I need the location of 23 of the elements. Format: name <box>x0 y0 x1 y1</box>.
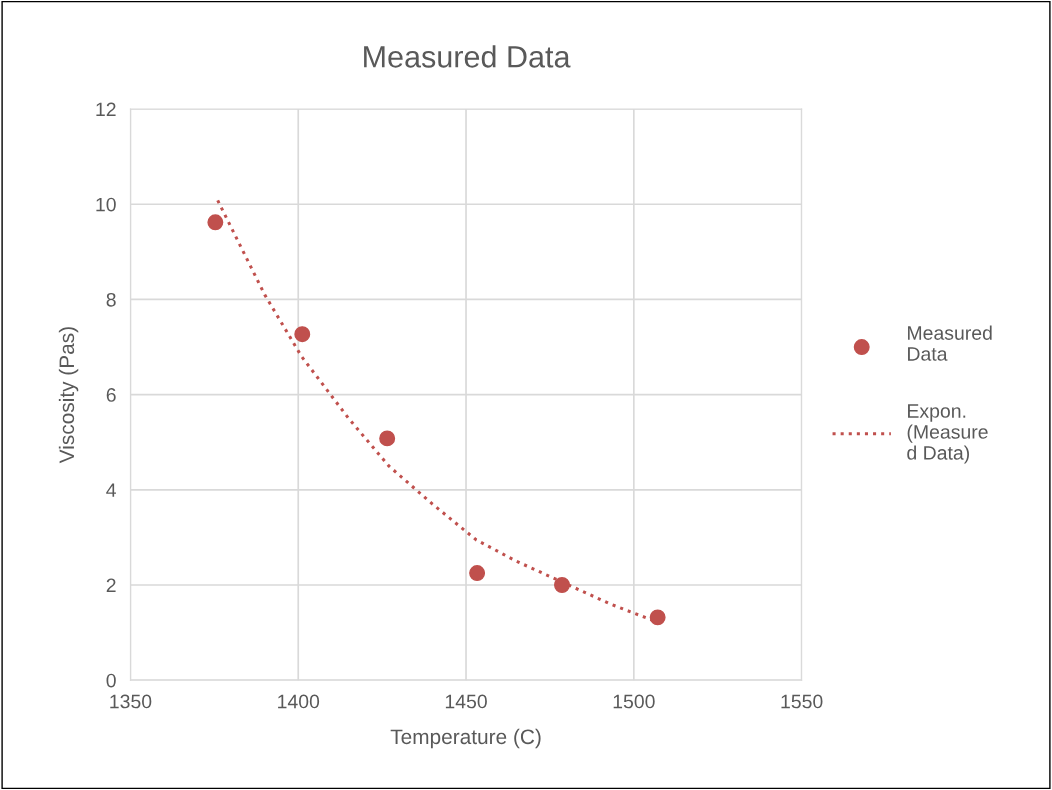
x-tick-label: 1500 <box>613 694 655 709</box>
x-tick-label: 1400 <box>278 694 320 709</box>
point <box>469 565 486 582</box>
legend-label: Expon. (Measure d Data) <box>907 404 988 464</box>
x-tick-label: 1550 <box>781 694 823 709</box>
legend-label: Measured Data <box>908 325 992 361</box>
point <box>379 430 396 447</box>
x-axis-title: Temperature (C) <box>390 728 541 749</box>
chart-title: Measured Data <box>364 45 571 68</box>
y-tick-label: 0 <box>106 673 116 688</box>
y-tick-label: 2 <box>106 578 116 593</box>
point <box>649 609 666 626</box>
y-tick-label: 6 <box>106 388 116 402</box>
y-axis-title: Viscosity (Pas) <box>58 327 79 464</box>
y-tick-label: 8 <box>106 292 116 307</box>
y-tick-label: 12 <box>96 102 116 117</box>
x-tick-label: 1350 <box>110 694 152 709</box>
x-tick-label: 1450 <box>445 694 487 709</box>
point <box>554 577 570 593</box>
point <box>207 214 224 231</box>
y-tick-label: 4 <box>106 483 116 497</box>
point <box>294 326 311 343</box>
y-tick-label: 10 <box>96 197 116 212</box>
